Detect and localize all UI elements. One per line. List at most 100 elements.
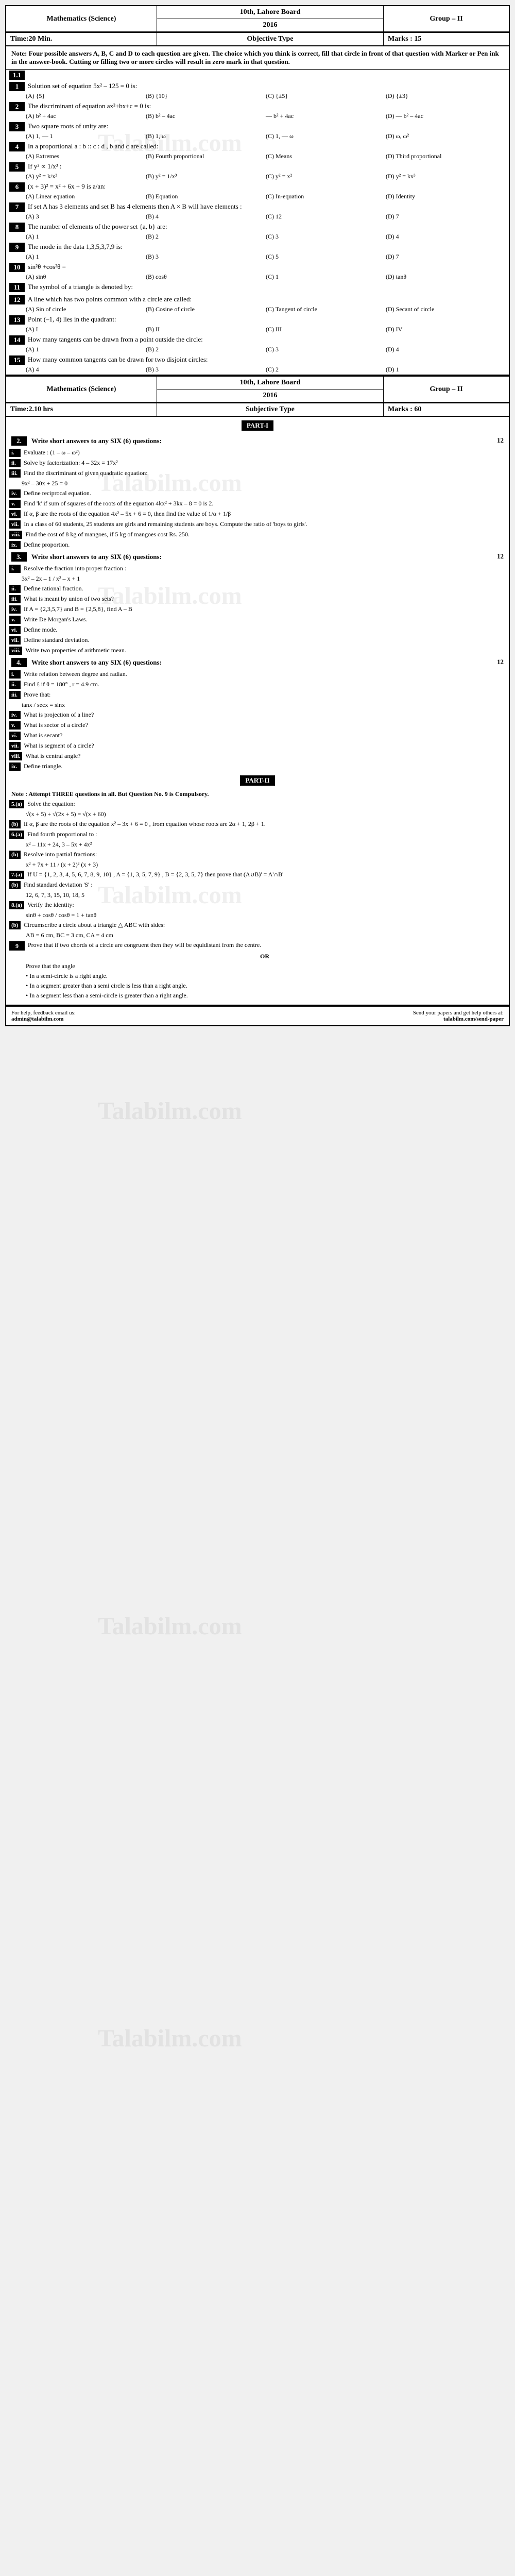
q3-number: 3. xyxy=(11,552,27,562)
sub-q-label: iv. xyxy=(9,711,21,719)
q6a-text: Find fourth proportional to : xyxy=(27,831,97,839)
type-cell: Subjective Type xyxy=(157,403,383,417)
mcq-text: Point (–1, 4) lies in the quadrant: xyxy=(28,315,506,325)
sub-question: 9x² – 30x + 25 = 0 xyxy=(5,479,510,488)
mcq-option: (B) 2 xyxy=(146,233,266,241)
sub-q-text: Define reciprocal equation. xyxy=(24,489,91,498)
mcq-options: (A) b² + 4ac(B) b² – 4ac— b² + 4ac(D) — … xyxy=(5,112,510,121)
sub-q-label: vi. xyxy=(9,510,21,518)
q6b-equation: x² + 7x + 11 / (x + 2)² (x + 3) xyxy=(5,860,510,870)
mcq-number: 3 xyxy=(9,122,25,131)
mcq-option: (A) sinθ xyxy=(26,273,146,281)
sub-q-label: ix. xyxy=(9,762,21,771)
mcq-option: (D) 7 xyxy=(386,213,506,221)
mcq-option: (D) tanθ xyxy=(386,273,506,281)
mcq-options: (A) 1(B) 3(C) 5(D) 7 xyxy=(5,253,510,262)
mcq-options: (A) 3(B) 4(C) 12(D) 7 xyxy=(5,213,510,222)
time-cell: Time:2.10 hrs xyxy=(6,403,157,417)
mcq-option: (A) b² + 4ac xyxy=(26,112,146,120)
mcq-number: 9 xyxy=(9,243,25,252)
mcq-option: (A) Sin of circle xyxy=(26,306,146,313)
sub-q-label: ii. xyxy=(9,459,21,467)
class-cell: 10th, Lahore Board xyxy=(157,6,383,19)
time-cell: Time:20 Min. xyxy=(6,33,157,46)
q8b-label: (b) xyxy=(9,921,21,929)
q2-marks: 12 xyxy=(497,436,504,446)
footer: For help, feedback email us: admin@talab… xyxy=(5,1006,510,1026)
group-cell: Group – II xyxy=(384,376,510,402)
sub-q-text: If α, β are the roots of the equation 4x… xyxy=(24,510,231,518)
mcq-number: 13 xyxy=(9,315,25,325)
mcq-option: (D) 7 xyxy=(386,253,506,261)
sub-question: viii.What is central angle? xyxy=(5,751,510,761)
mcq-text: In a proportional a : b :: c : d , b and… xyxy=(28,142,506,151)
sub-q-label: vii. xyxy=(9,742,21,750)
sub-question: i.Evaluate : (1 – ω – ω²) xyxy=(5,448,510,458)
sub-question: iv.Define reciprocal equation. xyxy=(5,488,510,499)
mcq-number: 11 xyxy=(9,283,25,292)
mcq-option: (C) III xyxy=(266,326,386,333)
mcq-text: The number of elements of the power set … xyxy=(28,223,506,232)
q3-marks: 12 xyxy=(497,552,504,562)
part2-note: Note : Attempt THREE questions in all. B… xyxy=(5,789,510,799)
sub-q-label: vi. xyxy=(9,732,21,740)
sub-q-text: 3x² – 2x – 1 / x² – x + 1 xyxy=(22,575,80,583)
sub-q-text: Prove that: xyxy=(24,691,50,699)
sub-question: i.Resolve the fraction into proper fract… xyxy=(5,564,510,574)
mcq-text: Two square roots of unity are: xyxy=(28,122,506,131)
mcq-option: (C) 1, — ω xyxy=(266,132,386,140)
sub-q-label: ii. xyxy=(9,585,21,593)
class-cell: 10th, Lahore Board xyxy=(157,376,383,389)
sub-question: vii.In a class of 60 students, 25 studen… xyxy=(5,519,510,530)
q6b-label: (b) xyxy=(9,851,21,859)
sub-q-text: Evaluate : (1 – ω – ω²) xyxy=(24,449,80,457)
q5a-label: 5.(a) xyxy=(9,800,24,808)
objective-section: Talabilm.com Talabilm.com Talabilm.com M… xyxy=(5,5,510,376)
mcq-option: (D) Third proportional xyxy=(386,152,506,160)
q9-item: • In a segment greater than a semi circl… xyxy=(5,981,510,991)
q8b-text: Circumscribe a circle about a triangle △… xyxy=(24,921,165,929)
mcq-option: (A) 1 xyxy=(26,346,146,353)
q8a-label: 8.(a) xyxy=(9,901,24,909)
sub-question: vi.Define mode. xyxy=(5,625,510,635)
mcq-option: (B) 2 xyxy=(146,346,266,353)
sub-q-text: Solve by factorization: 4 – 32x = 17x² xyxy=(24,459,118,467)
sub-q-text: What is meant by union of two sets? xyxy=(24,595,114,603)
q8a: 8.(a) Verify the identity: xyxy=(5,900,510,910)
sub-q-text: Write two properties of arithmetic mean. xyxy=(25,647,126,655)
sub-q-label: vii. xyxy=(9,520,21,529)
mcq-option: (B) Cosine of circle xyxy=(146,306,266,313)
sub-q-text: Find ℓ if θ = 180° , r = 4.9 cm. xyxy=(24,681,99,689)
mcq-section-label: 1.1 xyxy=(5,70,510,81)
sub-q-label: viii. xyxy=(9,752,22,760)
mcq-option: (A) I xyxy=(26,326,146,333)
mcq-number: 2 xyxy=(9,102,25,111)
sub-question: ix.Define triangle. xyxy=(5,761,510,772)
q9-item: • In a segment less than a semi-circle i… xyxy=(5,991,510,1001)
mcq-number: 15 xyxy=(9,355,25,365)
mcq-text: The mode in the data 1,3,5,3,7,9 is: xyxy=(28,243,506,252)
sub-question: vi.What is secant? xyxy=(5,731,510,741)
mcq-option: (B) cosθ xyxy=(146,273,266,281)
marks-cell: Marks : 15 xyxy=(384,33,510,46)
q7a: 7.(a) If U = {1, 2, 3, 4, 5, 6, 7, 8, 9,… xyxy=(5,870,510,880)
sub-q-label: i. xyxy=(9,565,21,573)
sub-q-text: What is secant? xyxy=(24,732,62,740)
mcq-option: (B) 4 xyxy=(146,213,266,221)
sub-q-text: Define rational fraction. xyxy=(24,585,83,593)
mcq-question: 11The symbol of a triangle is denoted by… xyxy=(5,282,510,293)
sub-q-label: v. xyxy=(9,616,21,624)
sub-question: ix.Define proportion. xyxy=(5,540,510,550)
mcq-option: (B) Fourth proportional xyxy=(146,152,266,160)
q6b: (b) Resolve into partial fractions: xyxy=(5,850,510,860)
q9: 9 Prove that if two chords of a circle a… xyxy=(5,940,510,952)
mcq-options: (A) Extremes(B) Fourth proportional(C) M… xyxy=(5,152,510,161)
q6b-text: Resolve into partial fractions: xyxy=(24,851,97,859)
mcq-number: 5 xyxy=(9,162,25,172)
sub-q-text: Find 'k' if sum of squares of the roots … xyxy=(24,500,213,508)
mcq-option: (C) 12 xyxy=(266,213,386,221)
q5a-equation: √(x + 5) + √(2x + 5) = √(x + 60) xyxy=(5,809,510,819)
mcq-number: 1 xyxy=(9,82,25,91)
mcq-question: 9The mode in the data 1,3,5,3,7,9 is: xyxy=(5,242,510,253)
q3-instruction: 3. Write short answers to any SIX (6) qu… xyxy=(5,550,510,564)
